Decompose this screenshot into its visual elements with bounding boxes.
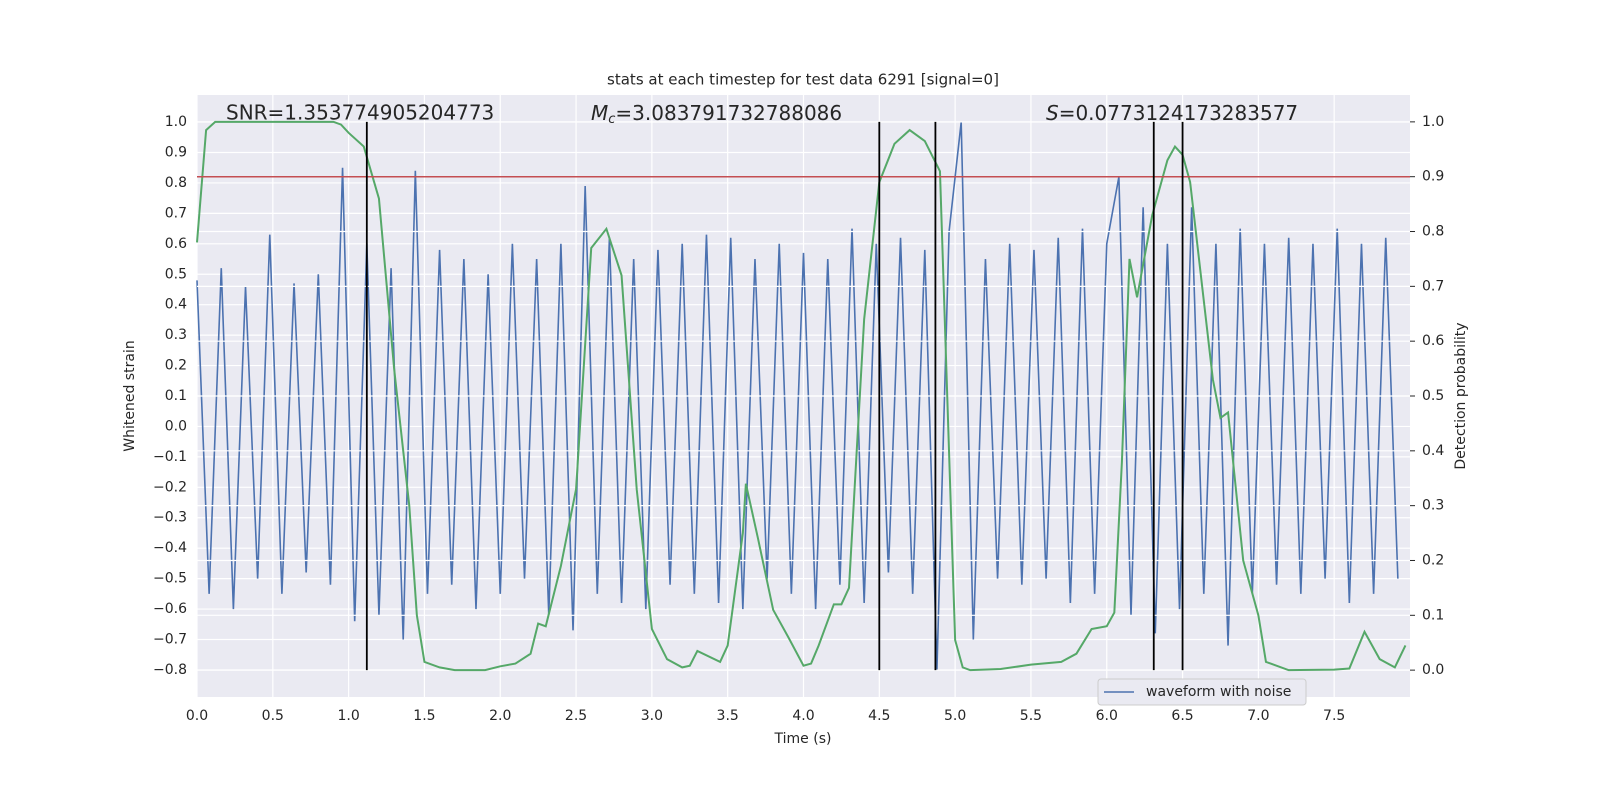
x-tick-label: 0.5	[262, 708, 284, 724]
y2-tick-label: 0.0	[1422, 662, 1444, 678]
x-tick-label: 2.0	[489, 708, 511, 724]
y-tick-label: 0.3	[165, 327, 187, 343]
x-tick-label: 7.5	[1323, 708, 1345, 724]
y-tick-label: 0.0	[165, 418, 187, 434]
legend-label: waveform with noise	[1146, 684, 1291, 700]
x-tick-label: 0.0	[186, 708, 208, 724]
x-tick-label: 4.5	[868, 708, 890, 724]
x-tick-label: 4.0	[792, 708, 814, 724]
annotation: Mc=3.083791732788086	[591, 101, 842, 127]
annotation-symbol: M	[591, 101, 608, 125]
y-tick-label: −0.8	[153, 662, 187, 678]
chart-title: stats at each timestep for test data 629…	[607, 71, 999, 89]
annotation-symbol: S	[1046, 101, 1059, 125]
y-tick-label: 0.9	[165, 145, 187, 161]
marks	[196, 122, 1399, 670]
y-tick-label: 0.2	[165, 358, 187, 374]
y2-tick-label: 0.4	[1422, 443, 1444, 459]
legend-box	[1097, 678, 1307, 706]
series-line	[196, 122, 1399, 670]
x-tick-label: 1.5	[413, 708, 435, 724]
y-tick-label: 0.6	[165, 236, 187, 252]
annotation-subscript: c	[608, 112, 615, 127]
y2-tick-label: 0.1	[1422, 607, 1444, 623]
y-tick-label: 0.1	[165, 388, 187, 404]
y2-tick-label: 0.7	[1422, 278, 1444, 294]
y-tick-label: −0.5	[153, 571, 187, 587]
series-line	[196, 120, 1407, 672]
y-tick-label: −0.2	[153, 479, 187, 495]
y2-tick-label: 0.6	[1422, 333, 1444, 349]
y-tick-label: −0.3	[153, 510, 187, 526]
x-tick-label: 5.0	[944, 708, 966, 724]
x-tick-label: 6.5	[1171, 708, 1193, 724]
x-axis-label: Time (s)	[774, 731, 832, 747]
y2-tick-label: 0.3	[1422, 498, 1444, 514]
annotation-text: =0.0773124173283577	[1059, 101, 1298, 125]
x-tick-label: 6.0	[1096, 708, 1118, 724]
y-axis-label: Whitened strain	[122, 340, 138, 451]
x-tick-label: 1.0	[337, 708, 359, 724]
y2-tick-label: 0.8	[1422, 224, 1444, 240]
annotation-text: =3.083791732788086	[615, 101, 842, 125]
legend: waveform with noise	[1097, 678, 1307, 706]
y2-tick-label: 0.9	[1422, 169, 1444, 185]
y2-tick-label: 0.5	[1422, 388, 1444, 404]
x-tick-label: 2.5	[565, 708, 587, 724]
annotation: SNR=1.353774905204773	[226, 101, 494, 125]
x-tick-label: 3.0	[641, 708, 663, 724]
y-tick-label: 0.5	[165, 266, 187, 282]
y-tick-label: −0.4	[153, 540, 187, 556]
y-tick-label: 1.0	[165, 114, 187, 130]
y2-tick-label: 1.0	[1422, 114, 1444, 130]
y-tick-label: 0.4	[165, 297, 187, 313]
y-tick-label: 0.7	[165, 205, 187, 221]
y-tick-label: −0.1	[153, 449, 187, 465]
y2-axis-label: Detection probability	[1453, 322, 1469, 469]
y-tick-label: −0.7	[153, 631, 187, 647]
x-tick-label: 5.5	[1020, 708, 1042, 724]
y-tick-label: −0.6	[153, 601, 187, 617]
x-tick-label: 7.0	[1247, 708, 1269, 724]
y-tick-label: 0.8	[165, 175, 187, 191]
overlay	[196, 120, 1410, 672]
x-tick-label: 3.5	[717, 708, 739, 724]
y2-tick-label: 0.2	[1422, 552, 1444, 568]
annotation: S=0.0773124173283577	[1046, 101, 1298, 125]
